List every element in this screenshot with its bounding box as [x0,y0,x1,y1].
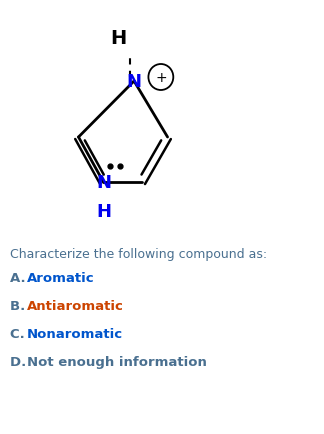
Text: Antiaromatic: Antiaromatic [27,299,124,312]
Text: Nonaromatic: Nonaromatic [27,327,123,340]
Text: B.: B. [10,299,29,312]
Text: Characterize the following compound as:: Characterize the following compound as: [10,247,267,260]
Text: D.: D. [10,355,30,368]
Text: A.: A. [10,271,30,284]
Text: H: H [96,203,111,220]
Text: Aromatic: Aromatic [27,271,94,284]
Text: N: N [127,73,142,91]
Text: C.: C. [10,327,29,340]
Text: Not enough information: Not enough information [27,355,207,368]
Text: H: H [110,29,127,47]
Text: +: + [155,71,167,85]
Text: N: N [96,174,111,191]
